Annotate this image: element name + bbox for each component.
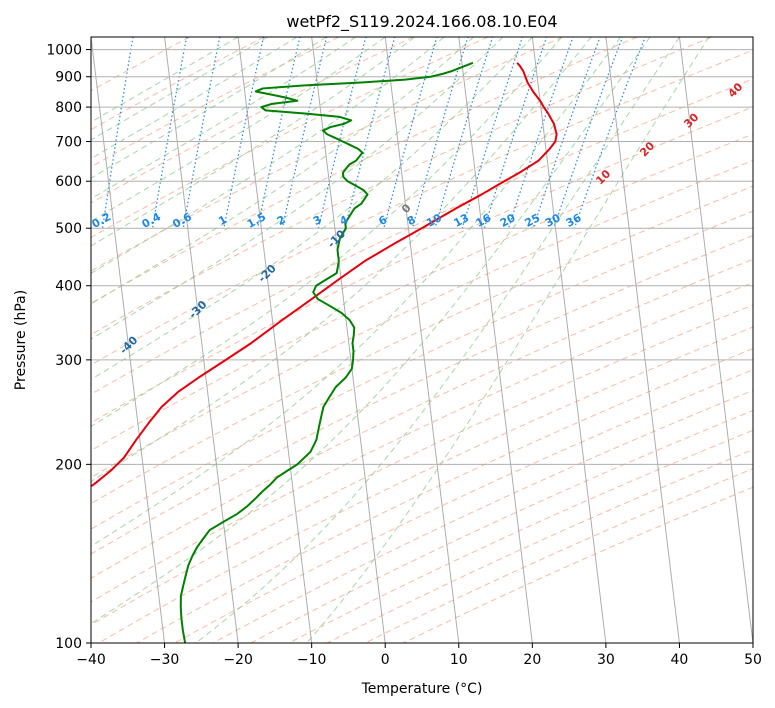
x-tick-label: 50: [744, 652, 762, 668]
isotherm: [164, 37, 239, 643]
y-tick-label: 100: [55, 636, 82, 652]
dry-adiabat: [91, 159, 753, 478]
x-axis-ticks: −40 −30 −20 −10 0 10 20 30 40 50: [76, 643, 762, 668]
dry-adiabat: [91, 37, 265, 131]
moist-adiabat: [91, 37, 504, 340]
moist-adiabat: [91, 37, 651, 625]
moist-adiabat: [91, 37, 298, 160]
y-tick-label: 1000: [46, 43, 82, 59]
y-tick-label: 600: [55, 174, 82, 190]
moist-adiabats: [91, 37, 710, 643]
moist-adiabat: [91, 37, 533, 381]
temperature-trace: [91, 62, 558, 488]
x-tick-label: −40: [76, 652, 106, 668]
mixing-ratio-label: 13: [452, 211, 472, 230]
moist-adiabat: [91, 37, 622, 547]
dry-adiabat: [91, 106, 753, 424]
sounding-traces: [91, 61, 558, 643]
dry-adiabat: [91, 49, 753, 366]
isotherm: [531, 37, 607, 643]
dry-adiabat: [174, 369, 753, 643]
isotherm: [91, 37, 166, 643]
dry-adiabat: [91, 37, 489, 239]
isotherm: [458, 37, 533, 643]
y-tick-label: 500: [55, 221, 82, 237]
x-tick-label: −20: [223, 652, 253, 668]
moist-adiabat: [91, 37, 563, 427]
y-tick-label: 800: [55, 100, 82, 116]
mixing-ratio-label: 36: [564, 211, 584, 230]
x-tick-label: 40: [671, 652, 689, 668]
dry-adiabat: [91, 37, 638, 304]
mixing-ratio-label: 16: [474, 211, 494, 230]
mixing-ratio-label: 10: [424, 211, 444, 230]
y-tick-label: 900: [55, 70, 82, 86]
dry-adiabat: [91, 210, 753, 530]
isotherms: [91, 37, 753, 643]
y-tick-label: 700: [55, 134, 82, 150]
isotherm: [384, 37, 460, 643]
moist-adiabat: [91, 37, 474, 305]
moist-adiabat: [91, 37, 592, 482]
isotherm: [678, 37, 753, 643]
x-tick-label: 10: [450, 652, 468, 668]
isotherm: [311, 37, 386, 643]
isotherm: [605, 37, 680, 643]
x-tick-label: 0: [381, 652, 390, 668]
dry-adiabat: [91, 304, 753, 626]
mixing-ratio-label: 20: [498, 211, 518, 230]
x-tick-label: 20: [523, 652, 541, 668]
dry-adiabat: [91, 37, 563, 272]
x-tick-label: −10: [297, 652, 327, 668]
y-axis-ticks: 100 200 300 400 500 600 700 800 900 1000: [46, 43, 91, 652]
moist-adiabat: [195, 37, 680, 643]
dry-adiabat: [91, 234, 753, 555]
dewpoint-trace: [179, 61, 474, 643]
y-axis-title: Pressure (hPa): [13, 290, 29, 390]
x-tick-label: −30: [150, 652, 180, 668]
x-tick-label: 30: [597, 652, 615, 668]
x-axis-title: Temperature (°C): [361, 681, 483, 697]
moist-adiabat: [91, 37, 415, 247]
mixing-ratio-label: 30: [543, 211, 563, 230]
plot-frame: [90, 36, 754, 644]
moist-adiabat: [91, 37, 239, 123]
dry-adiabat: [91, 37, 340, 168]
chart-title: wetPf2_S119.2024.166.08.10.E04: [286, 12, 557, 32]
dry-adiabat: [91, 133, 753, 452]
moist-adiabat: [91, 37, 268, 141]
dry-adiabat: [91, 37, 712, 336]
isotherm: [237, 37, 313, 643]
y-tick-label: 400: [55, 279, 82, 295]
y-tick-label: 200: [55, 457, 82, 473]
mixing-ratio-label: 25: [523, 211, 543, 230]
y-tick-label: 300: [55, 353, 82, 369]
moist-adiabat: [306, 37, 710, 643]
moist-adiabat: [91, 37, 386, 222]
